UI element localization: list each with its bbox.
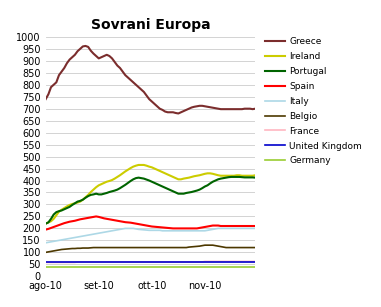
Germany	[43, 265, 48, 269]
Portugal	[179, 192, 183, 196]
Germany	[171, 265, 175, 269]
United Kingdom	[136, 260, 141, 264]
Ireland	[173, 176, 178, 180]
Ireland	[43, 222, 48, 225]
Line: Ireland: Ireland	[46, 165, 255, 223]
Belgio	[136, 246, 141, 249]
Italy	[123, 227, 128, 230]
Legend: Greece, Ireland, Portugal, Spain, Italy, Belgio, France, United Kingdom, Germany: Greece, Ireland, Portugal, Spain, Italy,…	[264, 37, 363, 166]
Spain	[173, 227, 178, 230]
Line: Italy: Italy	[46, 228, 255, 243]
Belgio	[168, 246, 173, 249]
Portugal	[232, 175, 236, 179]
Belgio	[43, 251, 48, 254]
Germany	[253, 265, 258, 269]
Italy	[189, 229, 194, 233]
Line: Spain: Spain	[46, 216, 255, 230]
France	[179, 260, 183, 264]
Line: Portugal: Portugal	[46, 177, 255, 223]
Greece	[176, 112, 181, 115]
Belgio	[179, 246, 183, 249]
Portugal	[171, 189, 175, 193]
Ireland	[139, 163, 144, 167]
Portugal	[43, 222, 48, 225]
France	[171, 260, 175, 264]
Ireland	[253, 173, 258, 177]
France	[136, 260, 141, 264]
United Kingdom	[253, 260, 258, 264]
Italy	[139, 228, 144, 231]
Portugal	[229, 175, 234, 179]
Spain	[181, 227, 186, 230]
Portugal	[187, 191, 191, 194]
Belgio	[187, 245, 191, 249]
Greece	[139, 88, 144, 91]
France	[168, 260, 173, 264]
Spain	[94, 215, 98, 218]
Belgio	[203, 243, 207, 247]
Greece	[171, 111, 175, 114]
Germany	[136, 265, 141, 269]
Germany	[168, 265, 173, 269]
Greece	[83, 44, 88, 48]
Greece	[43, 97, 48, 101]
United Kingdom	[171, 260, 175, 264]
Italy	[43, 241, 48, 245]
France	[187, 260, 191, 264]
Italy	[171, 229, 175, 233]
Italy	[253, 227, 258, 230]
Italy	[181, 229, 186, 233]
Ireland	[181, 177, 186, 181]
United Kingdom	[168, 260, 173, 264]
Greece	[184, 108, 189, 112]
Spain	[253, 224, 258, 228]
Ireland	[136, 163, 141, 167]
France	[253, 260, 258, 263]
Italy	[173, 229, 178, 233]
Greece	[173, 111, 178, 115]
Greece	[253, 107, 258, 111]
Title: Sovrani Europa: Sovrani Europa	[91, 17, 210, 32]
Portugal	[168, 188, 173, 192]
United Kingdom	[43, 260, 48, 264]
Spain	[171, 227, 175, 230]
Greece	[234, 107, 239, 111]
Belgio	[253, 246, 258, 249]
United Kingdom	[187, 260, 191, 264]
Spain	[139, 223, 144, 227]
Line: Belgio: Belgio	[46, 245, 255, 252]
United Kingdom	[179, 260, 183, 264]
Spain	[189, 227, 194, 230]
Portugal	[253, 176, 258, 180]
Spain	[232, 224, 236, 228]
Spain	[43, 228, 48, 231]
Ireland	[232, 174, 236, 177]
France	[203, 260, 207, 263]
France	[43, 261, 48, 264]
Belgio	[232, 246, 236, 249]
Portugal	[136, 176, 141, 180]
Belgio	[171, 246, 175, 249]
France	[232, 260, 236, 263]
Germany	[179, 265, 183, 269]
United Kingdom	[229, 260, 234, 264]
Ireland	[189, 175, 194, 179]
Greece	[192, 105, 197, 109]
Italy	[232, 227, 236, 230]
Line: Greece: Greece	[46, 46, 255, 114]
Ireland	[171, 175, 175, 179]
Germany	[229, 265, 234, 269]
Germany	[187, 265, 191, 269]
